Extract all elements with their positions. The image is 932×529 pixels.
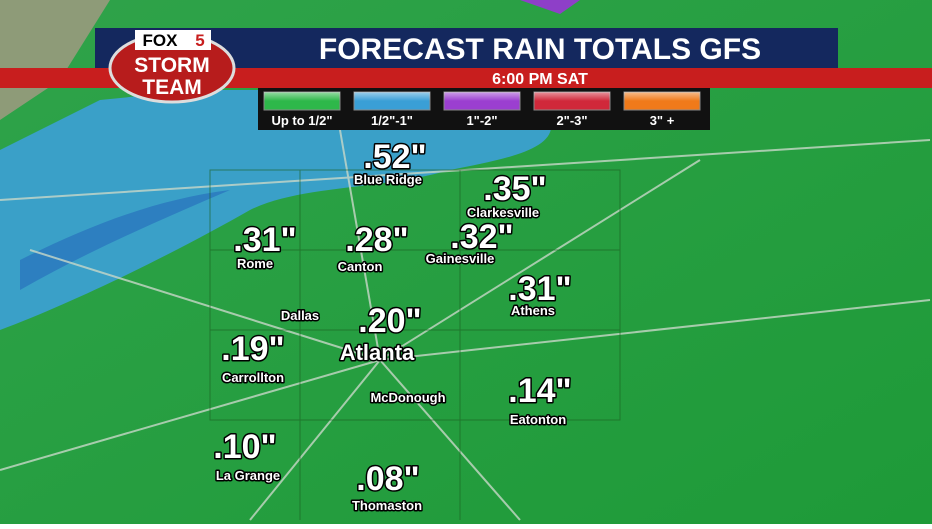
- legend: Up to 1/2" 1/2"-1" 1"-2" 2"-3" 3" +: [263, 91, 701, 128]
- rain-total: .35": [483, 170, 546, 208]
- rain-total: .08": [356, 460, 419, 498]
- legend-label: 1/2"-1": [371, 113, 413, 128]
- title: FORECAST RAIN TOTALS GFS: [319, 33, 761, 66]
- rain-total: .28": [345, 221, 408, 259]
- legend-swatch-shine: [624, 92, 700, 101]
- city-name: Dallas: [281, 308, 319, 323]
- rain-blue-dark: [20, 190, 230, 290]
- roads: [0, 129, 931, 521]
- legend-swatch-shine: [264, 92, 340, 101]
- legend-swatch-shine: [444, 92, 520, 101]
- rain-total: .31": [233, 221, 296, 259]
- city-name: Athens: [511, 303, 555, 318]
- rain-total: .32": [450, 218, 513, 256]
- legend-label: 3" +: [650, 113, 675, 128]
- rain-total: .19": [221, 330, 284, 368]
- logo-channel: 5: [195, 31, 204, 50]
- county-lines: [209, 169, 621, 520]
- city-name: Carrollton: [222, 370, 284, 385]
- logo-line2: TEAM: [142, 76, 202, 99]
- city-name: Clarkesville: [467, 205, 539, 220]
- legend-label: 1"-2": [466, 113, 497, 128]
- dry-area: [0, 0, 110, 120]
- city-name: Blue Ridge: [354, 172, 422, 187]
- rain-purple: [520, 0, 580, 14]
- legend-swatch-shine: [354, 92, 430, 101]
- legend-label: Up to 1/2": [271, 113, 332, 128]
- rain-total: .52": [363, 138, 426, 176]
- logo-line1: STORM: [134, 54, 209, 77]
- legend-label: 2"-3": [556, 113, 587, 128]
- rain-total: .10": [213, 428, 276, 466]
- city-name: La Grange: [216, 468, 280, 483]
- rain-total: .31": [508, 270, 571, 308]
- city-name: McDonough: [370, 390, 445, 405]
- city-name: Atlanta: [340, 340, 415, 365]
- city-name: Thomaston: [352, 498, 422, 513]
- city-name: Eatonton: [510, 412, 566, 427]
- rain-total: .20": [358, 302, 421, 340]
- city-name: Gainesville: [426, 251, 495, 266]
- logo-network: FOX: [143, 31, 179, 50]
- legend-swatch-shine: [534, 92, 610, 101]
- rain-total: .14": [508, 372, 571, 410]
- logo-badge: [135, 30, 211, 50]
- time: 6:00 PM SAT: [492, 71, 588, 88]
- city-name: Rome: [237, 256, 273, 271]
- city-name: Canton: [338, 259, 383, 274]
- cities: .52"Blue Ridge .35"Clarkesville.31"Rome.2…: [212, 137, 573, 515]
- rain-blue: [0, 90, 552, 330]
